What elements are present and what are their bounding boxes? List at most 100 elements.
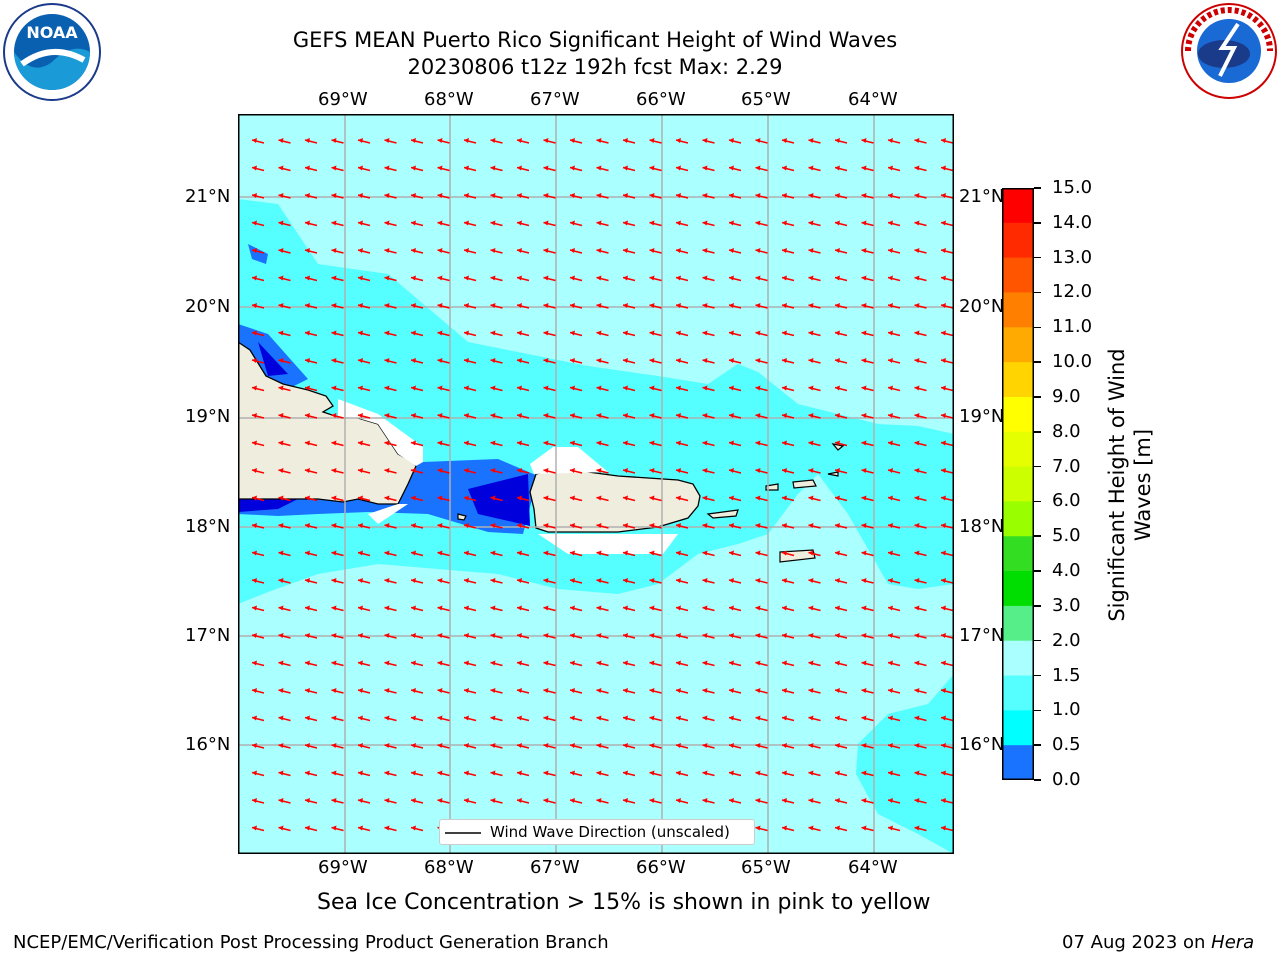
wave-direction-arrow: [808, 495, 821, 502]
wave-direction-arrow: [490, 468, 503, 474]
wave-direction-arrow: [834, 330, 848, 337]
wave-direction-arrow: [304, 275, 318, 282]
wave-direction-arrow: [410, 138, 424, 144]
wave-direction-arrow: [304, 523, 318, 529]
wave-direction-arrow: [702, 468, 715, 474]
wave-direction-arrow: [278, 605, 291, 612]
wave-direction-arrow: [543, 605, 556, 612]
colorbar-tick-label: 14.0: [1052, 211, 1093, 233]
wave-direction-arrow: [781, 385, 795, 392]
wave-direction-arrow: [861, 165, 874, 172]
wave-direction-arrow: [728, 165, 742, 172]
wave-direction-arrow: [543, 165, 556, 172]
wave-direction-arrow: [808, 275, 821, 282]
nodata-halo-hisp: [338, 399, 423, 524]
run-date-text: 07 Aug 2023 on: [1062, 932, 1212, 953]
wave-direction-arrow: [384, 138, 397, 144]
wave-direction-arrow: [596, 660, 609, 667]
wave-direction-arrow: [887, 440, 901, 447]
wave-direction-arrow: [357, 193, 371, 199]
wave-direction-arrow: [569, 633, 583, 639]
wave-direction-arrow: [755, 385, 768, 392]
wave-direction-arrow: [914, 743, 927, 749]
wave-direction-arrow: [755, 468, 768, 474]
wave-direction-arrow: [543, 495, 556, 502]
wave-direction-arrow: [331, 633, 344, 639]
wave-direction-arrow: [596, 165, 609, 172]
wave-direction-arrow: [410, 385, 424, 392]
wave-direction-arrow: [728, 303, 742, 309]
wave-direction-arrow: [755, 550, 768, 557]
wave-direction-arrow: [781, 660, 795, 667]
wave-direction-arrow: [463, 660, 477, 667]
wave-direction-arrow: [304, 578, 318, 584]
wave-direction-arrow: [251, 468, 265, 474]
map-legend: Wind Wave Direction (unscaled): [439, 819, 755, 845]
wave-direction-arrow: [755, 330, 768, 337]
wave-direction-arrow: [861, 440, 874, 447]
wave-direction-arrow: [357, 468, 371, 474]
lat-label-right: 19°N: [959, 406, 1005, 427]
wave-direction-arrow: [410, 303, 424, 309]
wave-direction-arrow: [887, 770, 901, 777]
wave-direction-arrow: [940, 495, 954, 502]
wave-direction-arrow: [437, 385, 450, 392]
wave-direction-arrow: [331, 413, 344, 419]
wave-direction-arrow: [649, 550, 662, 557]
wave-direction-arrow: [861, 743, 874, 749]
wave-direction-arrow: [331, 165, 344, 172]
wave-direction-arrow: [278, 578, 291, 584]
wave-direction-arrow: [702, 413, 715, 419]
wave-direction-arrow: [384, 330, 397, 337]
lon-label-bottom: 64°W: [848, 857, 898, 878]
wave-direction-arrow: [304, 770, 318, 777]
wave-direction-arrow: [781, 523, 795, 529]
wave-direction-arrow: [861, 523, 874, 529]
wave-direction-arrow: [596, 330, 609, 337]
wave-direction-arrow: [914, 798, 927, 804]
colorbar-tick-label: 6.0: [1052, 490, 1081, 512]
wave-direction-arrow: [410, 825, 424, 832]
wave-direction-arrow: [357, 633, 371, 639]
map-frame: [238, 114, 954, 854]
wave-direction-arrow: [357, 660, 371, 667]
wave-direction-arrow: [596, 385, 609, 392]
wave-direction-arrow: [755, 798, 768, 804]
wave-direction-arrow: [463, 468, 477, 474]
wave-direction-arrow: [490, 275, 503, 282]
wave-direction-arrow: [887, 303, 901, 309]
contour-band-0.0-0.5: [238, 342, 530, 526]
wave-direction-arrow: [675, 715, 689, 722]
contour-band-0.5-1.0: [238, 244, 538, 534]
wave-direction-arrow: [914, 275, 927, 282]
wave-direction-arrow: [490, 550, 503, 557]
colorbar-tick-label: 11.0: [1052, 316, 1093, 338]
wave-direction-arrow: [331, 495, 344, 502]
wave-direction-arrow: [357, 715, 371, 722]
wave-direction-arrow: [251, 523, 265, 529]
wave-direction-arrow: [251, 495, 265, 502]
colorbar-swatch: [1002, 605, 1034, 642]
wave-direction-arrow: [304, 138, 318, 144]
wave-direction-arrow: [437, 468, 450, 474]
colorbar-swatch: [1002, 431, 1034, 468]
wave-direction-arrow: [834, 715, 848, 722]
colorbar-swatch: [1002, 745, 1034, 781]
wave-direction-arrow: [516, 165, 530, 172]
wave-direction-arrow: [304, 743, 318, 749]
wave-direction-arrow: [649, 275, 662, 282]
wave-direction-arrow: [543, 688, 556, 694]
wave-direction-arrow: [887, 715, 901, 722]
wave-direction-arrow: [887, 825, 901, 832]
wave-direction-arrow: [384, 165, 397, 172]
wave-direction-arrow: [384, 275, 397, 282]
wave-direction-arrow: [622, 440, 636, 447]
wave-direction-arrow: [702, 385, 715, 392]
wave-direction-arrow: [649, 578, 662, 584]
wave-direction-arrow: [490, 798, 503, 804]
wave-direction-arrow: [940, 605, 954, 612]
wave-direction-arrow: [543, 220, 556, 227]
wave-direction-arrow: [331, 605, 344, 612]
wave-direction-arrow: [410, 688, 424, 694]
wave-direction-arrow: [331, 660, 344, 667]
